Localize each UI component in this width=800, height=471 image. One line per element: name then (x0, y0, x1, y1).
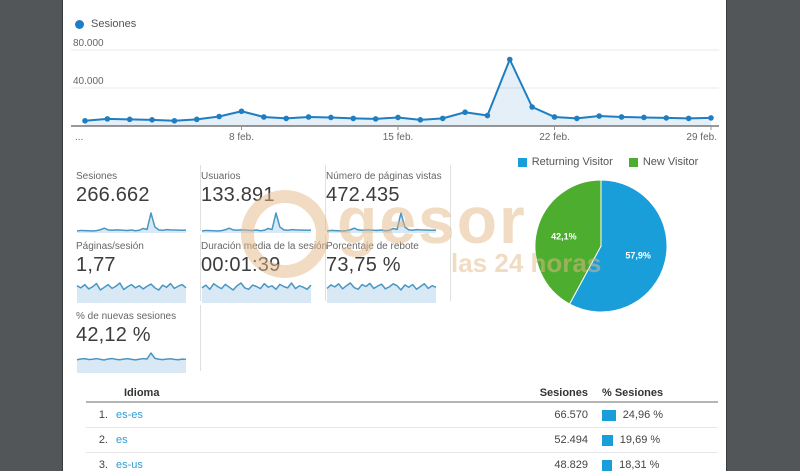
metric-value: 472.435 (326, 184, 400, 206)
metric-cards: Sesiones 266.662 Usuarios 133.891 Número… (76, 165, 451, 373)
svg-text:22 feb.: 22 feb. (539, 132, 570, 143)
timeline-legend-sessions[interactable]: Sesiones (75, 18, 136, 30)
metric-sparkline (201, 212, 312, 233)
visitor-type-pie-wrap: 57,9% 42,1% (529, 178, 679, 323)
language-link[interactable]: es-es (116, 409, 143, 421)
column-header-sessions[interactable]: Sesiones (539, 386, 588, 399)
metric-label: Páginas/sesión (76, 241, 144, 252)
metric-card-avg-session-duration[interactable]: Duración media de la sesión 00:01:39 (201, 235, 328, 303)
percent-label: 19,69 % (619, 434, 661, 446)
metric-card-pages-per-session[interactable]: Páginas/sesión 1,77 (76, 235, 201, 303)
language-table: Idioma Sesiones % Sesiones 1. es-es 66.5… (86, 384, 718, 471)
table-row: 3. es-us 48.829 18,31 % (86, 453, 718, 471)
legend-label: New Visitor (642, 156, 699, 168)
column-header-language[interactable]: Idioma (124, 386, 160, 399)
metric-value: 266.662 (76, 184, 150, 206)
svg-text:42,1%: 42,1% (551, 232, 577, 242)
metric-value: 73,75 % (326, 254, 401, 276)
table-row: 1. es-es 66.570 24,96 % (86, 403, 718, 428)
new-visitor-swatch-icon (628, 157, 638, 167)
row-rank: 2. (98, 434, 108, 446)
returning-visitor-swatch-icon (517, 157, 527, 167)
row-sessions: 48.829 (554, 459, 588, 471)
visitor-type-legend: Returning Visitor New Visitor (483, 156, 733, 168)
svg-text:40.000: 40.000 (73, 76, 104, 87)
table-row: 2. es 52.494 19,69 % (86, 428, 718, 453)
metric-value: 00:01:39 (201, 254, 281, 276)
percent-label: 24,96 % (622, 409, 664, 421)
percent-bar (602, 409, 616, 421)
table-header-row: Idioma Sesiones % Sesiones (86, 384, 718, 403)
metric-label: Sesiones (76, 171, 118, 182)
metric-sparkline (326, 282, 437, 303)
language-link[interactable]: es-us (116, 459, 143, 471)
metric-value: 133.891 (201, 184, 275, 206)
metric-sparkline (76, 352, 187, 373)
svg-text:57,9%: 57,9% (625, 250, 651, 260)
sessions-timeline-chart[interactable]: 40.000 80.000... 8 feb. 15 feb. 22 feb. 29 fe… (71, 38, 721, 146)
metric-value: 42,12 % (76, 324, 151, 346)
percent-bar (602, 434, 613, 446)
metric-card-sessions[interactable]: Sesiones 266.662 (76, 165, 201, 233)
row-rank: 1. (98, 409, 108, 421)
legend-item-returning-visitor[interactable]: Returning Visitor (517, 156, 613, 168)
language-link[interactable]: es (116, 434, 128, 446)
row-sessions: 52.494 (554, 434, 588, 446)
svg-text:80.000: 80.000 (73, 38, 104, 49)
percent-bar (602, 459, 613, 471)
visitor-type-pie-chart[interactable]: 57,9% 42,1% (529, 178, 679, 318)
metric-label: Duración media de la sesión (201, 241, 328, 252)
svg-text:15 feb.: 15 feb. (383, 132, 414, 143)
sessions-series-dot-icon (75, 19, 84, 29)
column-header-pct-sessions[interactable]: % Sesiones (602, 386, 664, 399)
metric-label: Usuarios (201, 171, 241, 182)
metric-value: 1,77 (76, 254, 116, 276)
svg-text:...: ... (75, 132, 83, 143)
metric-label: % de nuevas sesiones (76, 311, 177, 322)
metric-sparkline (76, 212, 187, 233)
legend-label: Returning Visitor (531, 156, 613, 168)
metric-sparkline (76, 282, 187, 303)
metric-card-users[interactable]: Usuarios 133.891 (201, 165, 326, 233)
metric-label: Porcentaje de rebote (326, 241, 419, 252)
svg-text:8 feb.: 8 feb. (229, 132, 254, 143)
report-panel: Sesiones 40.000 80.000... 8 feb. 15 feb. 22 … (62, 0, 727, 471)
legend-item-new-visitor[interactable]: New Visitor (628, 156, 699, 168)
row-sessions: 66.570 (554, 409, 588, 421)
percent-label: 18,31 % (619, 459, 660, 471)
svg-text:29 feb.: 29 feb. (686, 132, 717, 143)
metric-sparkline (326, 212, 437, 233)
metric-label: Número de páginas vistas (326, 171, 442, 182)
metric-card-bounce-rate[interactable]: Porcentaje de rebote 73,75 % (326, 235, 451, 303)
row-rank: 3. (98, 459, 108, 471)
metric-card-new-sessions-pct[interactable]: % de nuevas sesiones 42,12 % (76, 305, 201, 373)
metric-card-pageviews[interactable]: Número de páginas vistas 472.435 (326, 165, 451, 233)
metric-sparkline (201, 282, 312, 303)
timeline-legend-label: Sesiones (91, 18, 137, 30)
